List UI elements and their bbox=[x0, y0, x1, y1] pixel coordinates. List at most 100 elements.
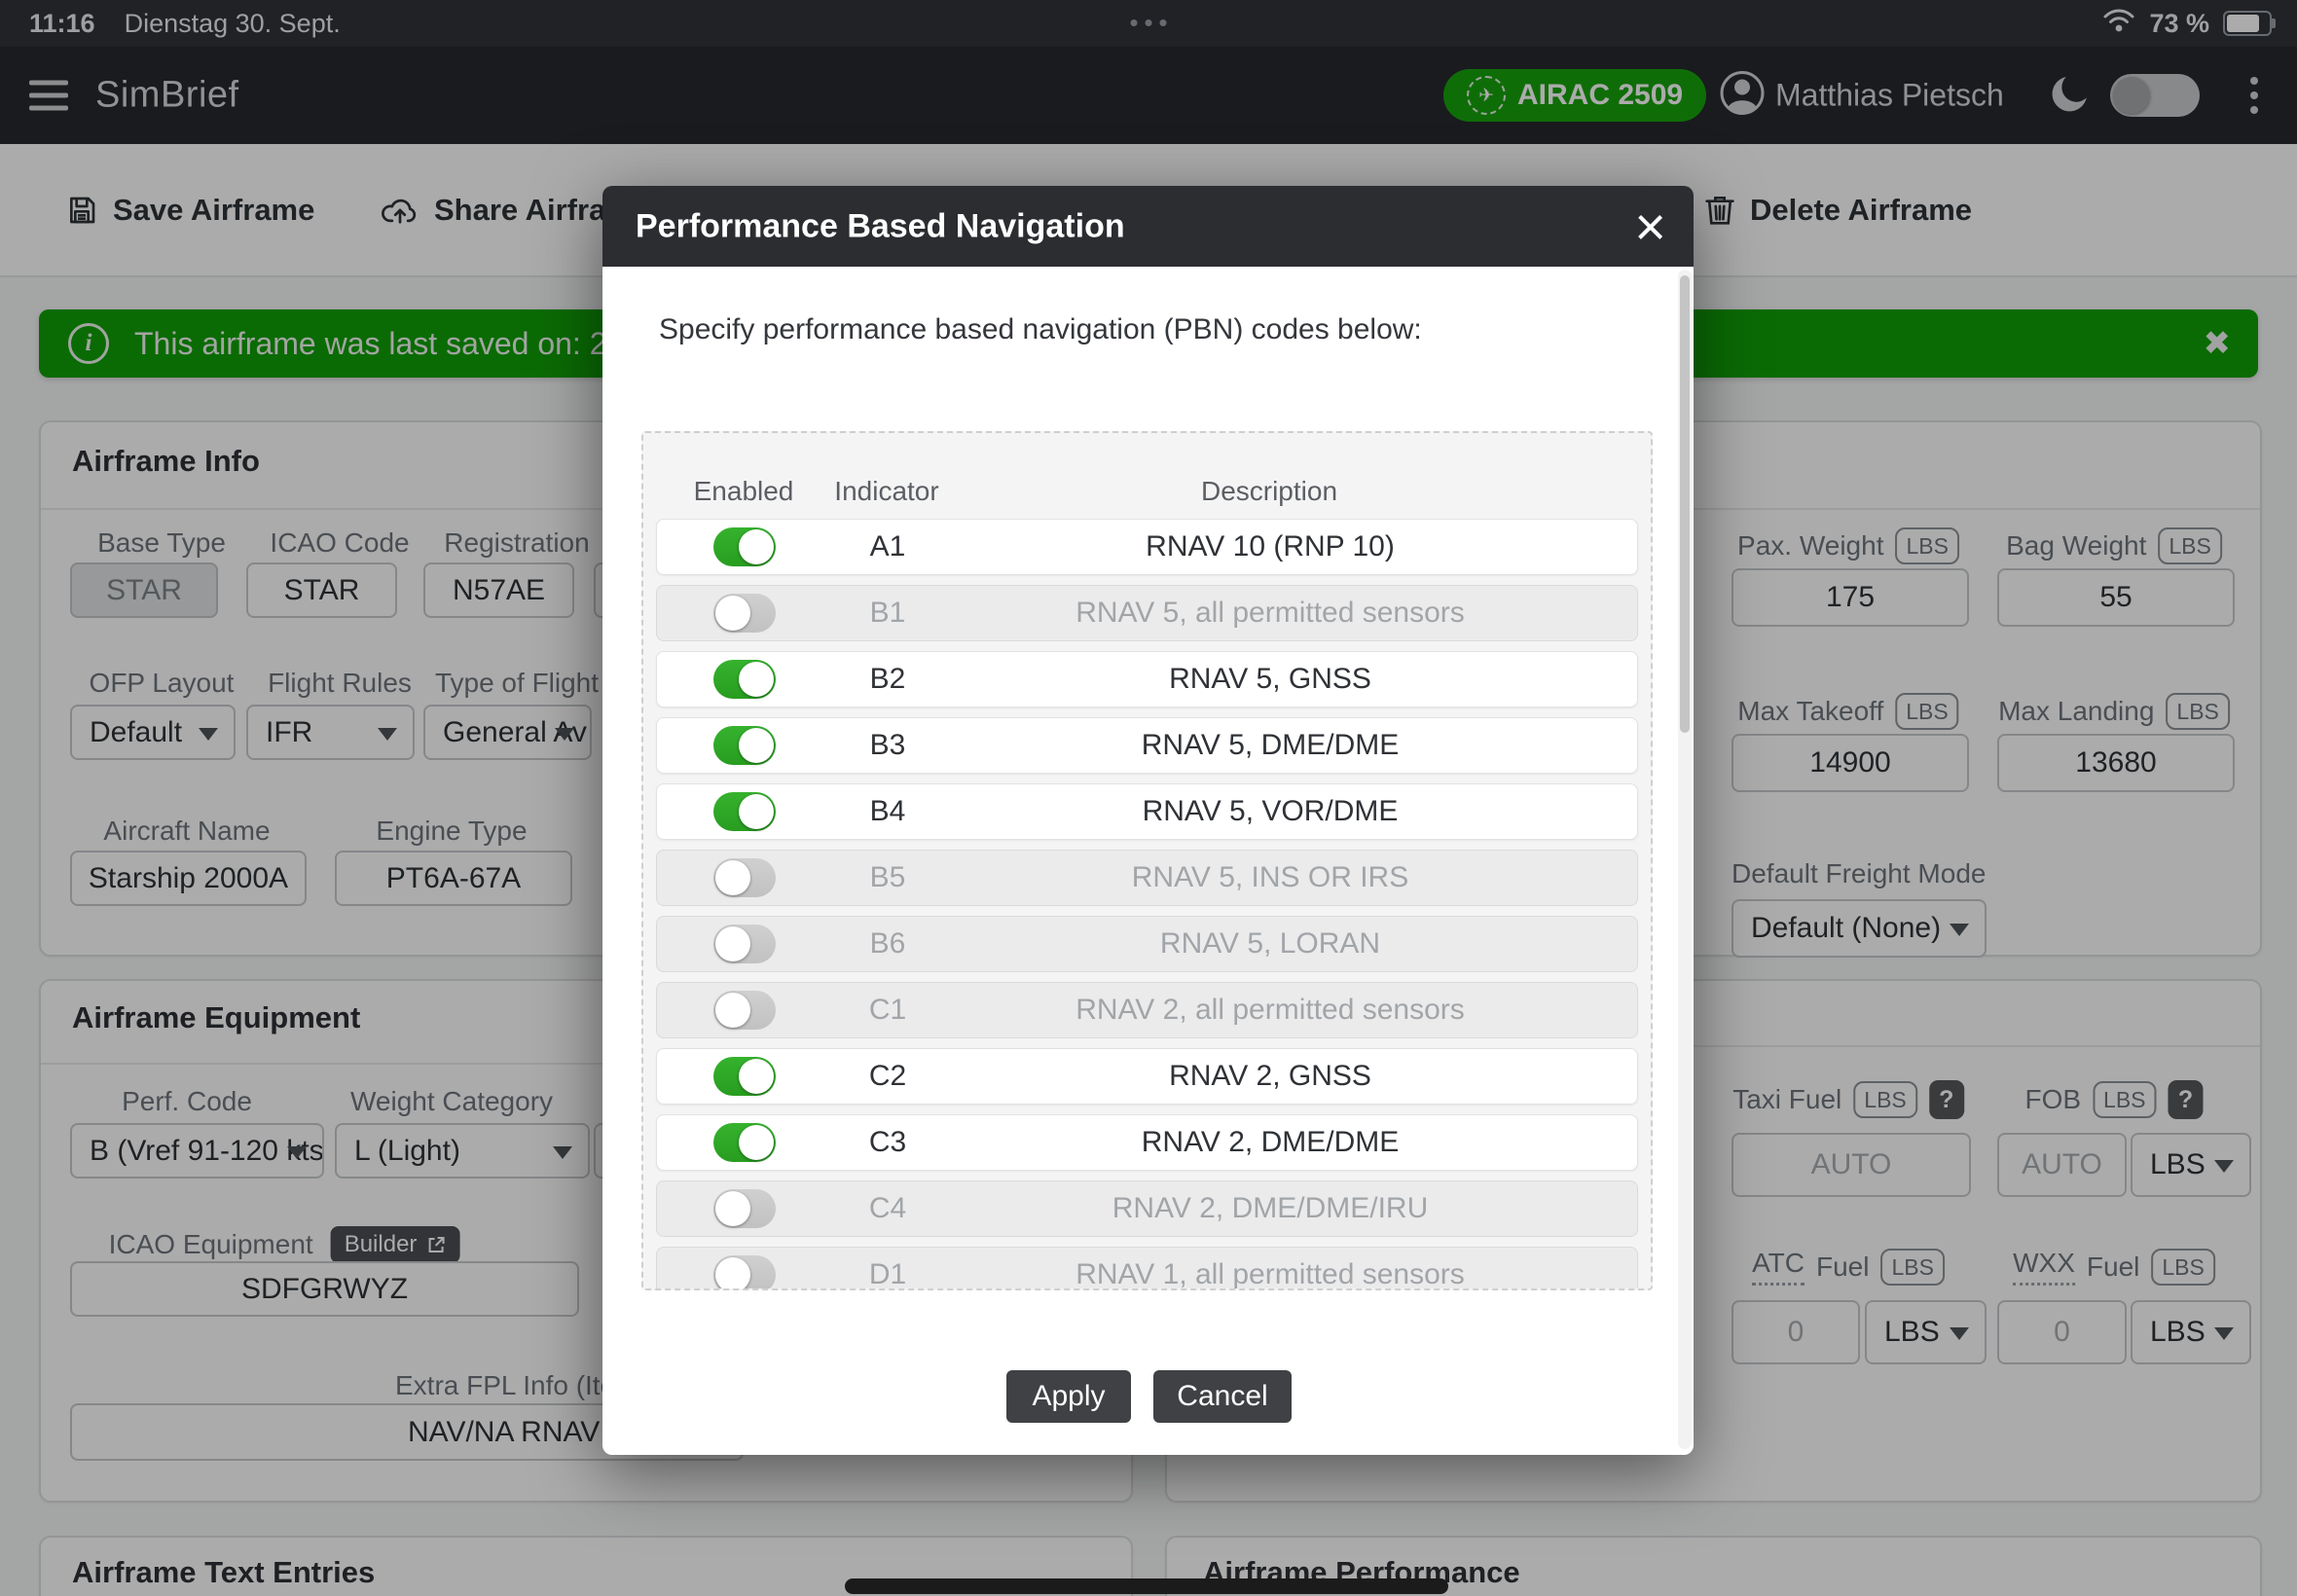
col-enabled: Enabled bbox=[693, 476, 794, 506]
pbn-row: C4 RNAV 2, DME/DME/IRU bbox=[656, 1180, 1638, 1237]
taxi-fuel-field[interactable]: AUTO bbox=[1732, 1133, 1971, 1197]
bag-weight-field[interactable]: 55 bbox=[1997, 568, 2235, 627]
pbn-toggle[interactable] bbox=[713, 1255, 776, 1288]
banner-close-icon[interactable]: ✖ bbox=[2203, 325, 2232, 362]
pbn-toggle[interactable] bbox=[713, 1057, 776, 1096]
weight-category-label: Weight Category bbox=[349, 1086, 554, 1116]
pbn-indicator: C4 bbox=[868, 1192, 907, 1224]
pbn-toggle[interactable] bbox=[713, 726, 776, 765]
fob-help-icon[interactable]: ? bbox=[2168, 1080, 2204, 1119]
multitasking-dots-icon[interactable] bbox=[1130, 19, 1167, 26]
avatar[interactable] bbox=[1719, 70, 1766, 122]
lbs-unit-badge: LBS bbox=[1880, 1248, 1945, 1286]
cloud-upload-icon bbox=[382, 195, 419, 226]
wxx-unit-value: LBS bbox=[2150, 1316, 2206, 1348]
airac-plane-icon: ✈ bbox=[1467, 76, 1506, 115]
pax-weight-field[interactable]: 175 bbox=[1732, 568, 1969, 627]
icao-code-field[interactable]: STAR bbox=[246, 562, 397, 618]
pbn-modal: Performance Based Navigation × Specify p… bbox=[602, 186, 1694, 1455]
icao-code-label: ICAO Code bbox=[270, 527, 410, 558]
external-link-icon bbox=[428, 1237, 445, 1252]
clock: 11:16 bbox=[29, 8, 95, 38]
pbn-toggle[interactable] bbox=[713, 660, 776, 699]
pbn-row: B5 RNAV 5, INS OR IRS bbox=[656, 850, 1638, 906]
trash-icon bbox=[1705, 195, 1734, 226]
max-landing-field[interactable]: 13680 bbox=[1997, 734, 2235, 792]
pbn-toggle[interactable] bbox=[713, 858, 776, 897]
pbn-row: B4 RNAV 5, VOR/DME bbox=[656, 783, 1638, 840]
chevron-down-icon bbox=[378, 727, 397, 741]
icao-equipment-field[interactable]: SDFGRWYZ bbox=[70, 1261, 579, 1317]
pbn-description: RNAV 10 (RNP 10) bbox=[1146, 530, 1395, 562]
taxi-fuel-label: Taxi Fuel LBS ? bbox=[1732, 1080, 1964, 1119]
fob-unit-select[interactable]: LBS bbox=[2131, 1133, 2251, 1197]
home-indicator[interactable] bbox=[845, 1578, 1448, 1594]
wxx-unit-select[interactable]: LBS bbox=[2131, 1300, 2251, 1364]
apply-button[interactable]: Apply bbox=[1006, 1370, 1131, 1423]
airac-badge[interactable]: ✈ AIRAC 2509 bbox=[1443, 69, 1707, 122]
card-title: Airframe Text Entries bbox=[72, 1555, 376, 1589]
pbn-indicator: B1 bbox=[869, 597, 906, 629]
type-of-flight-select[interactable]: General Av bbox=[423, 705, 592, 760]
registration-label: Registration bbox=[444, 527, 590, 558]
freight-mode-select[interactable]: Default (None) bbox=[1732, 899, 1987, 958]
max-takeoff-text: Max Takeoff bbox=[1737, 696, 1884, 726]
pbn-toggle[interactable] bbox=[713, 792, 776, 831]
delete-airframe-button[interactable]: Delete Airframe bbox=[1705, 144, 1972, 275]
save-airframe-button[interactable]: Save Airframe bbox=[66, 144, 314, 275]
weight-category-select[interactable]: L (Light) bbox=[335, 1123, 590, 1179]
perf-code-select[interactable]: B (Vref 91-120 kts bbox=[70, 1123, 324, 1179]
pbn-modal-title: Performance Based Navigation bbox=[636, 207, 1125, 244]
pbn-toggle[interactable] bbox=[713, 1189, 776, 1228]
airframe-text-entries-card: Airframe Text Entries bbox=[39, 1536, 1133, 1596]
close-icon[interactable]: × bbox=[1634, 195, 1666, 257]
col-indicator: Indicator bbox=[834, 476, 939, 506]
pbn-toggle[interactable] bbox=[713, 527, 776, 566]
atc-fuel-field[interactable]: 0 bbox=[1732, 1300, 1860, 1364]
pbn-indicator: B5 bbox=[869, 861, 906, 893]
bag-weight-label: Bag Weight LBS bbox=[2006, 527, 2222, 564]
user-name[interactable]: Matthias Pietsch bbox=[1775, 77, 2004, 113]
chevron-down-icon bbox=[287, 1145, 307, 1159]
pbn-description: RNAV 5, GNSS bbox=[1169, 663, 1371, 695]
max-takeoff-field[interactable]: 14900 bbox=[1732, 734, 1969, 792]
fob-field[interactable]: AUTO bbox=[1997, 1133, 2127, 1197]
pbn-toggle[interactable] bbox=[713, 991, 776, 1030]
lbs-unit-badge: LBS bbox=[2093, 1081, 2157, 1118]
flight-rules-value: IFR bbox=[266, 715, 313, 748]
brand-logo[interactable]: SimBrief bbox=[95, 74, 239, 116]
pbn-toggle[interactable] bbox=[713, 594, 776, 633]
engine-type-field[interactable]: PT6A-67A bbox=[335, 851, 572, 906]
dark-mode-toggle[interactable] bbox=[2110, 74, 2200, 117]
extra-fpl-label: Extra FPL Info (Item bbox=[395, 1370, 638, 1400]
card-title: Airframe Equipment bbox=[72, 1000, 361, 1034]
pbn-row: B1 RNAV 5, all permitted sensors bbox=[656, 585, 1638, 641]
lbs-unit-badge: LBS bbox=[2158, 527, 2222, 564]
flight-rules-label: Flight Rules bbox=[268, 668, 412, 698]
freight-mode-value: Default (None) bbox=[1751, 912, 1942, 944]
banner-text: This airframe was last saved on: 29 Se bbox=[134, 325, 672, 361]
icao-equipment-label: ICAO Equipment bbox=[108, 1229, 313, 1259]
taxi-help-icon[interactable]: ? bbox=[1928, 1080, 1964, 1119]
wxx-fuel-field[interactable]: 0 bbox=[1997, 1300, 2127, 1364]
pbn-description: RNAV 5, VOR/DME bbox=[1142, 795, 1399, 827]
registration-field[interactable]: N57AE bbox=[423, 562, 574, 618]
menu-icon[interactable] bbox=[29, 80, 68, 111]
modal-scrollbar bbox=[1678, 270, 1692, 1449]
wxx-word: Fuel bbox=[2086, 1251, 2140, 1282]
pbn-modal-body: Specify performance based navigation (PB… bbox=[602, 267, 1694, 1455]
pbn-toggle[interactable] bbox=[713, 1123, 776, 1162]
builder-link[interactable]: Builder bbox=[330, 1226, 460, 1263]
cancel-button[interactable]: Cancel bbox=[1153, 1370, 1292, 1423]
aircraft-name-field[interactable]: Starship 2000A bbox=[70, 851, 307, 906]
pbn-description: RNAV 2, DME/DME/IRU bbox=[1112, 1192, 1429, 1224]
atc-unit-select[interactable]: LBS bbox=[1865, 1300, 1987, 1364]
pbn-toggle[interactable] bbox=[713, 925, 776, 963]
ofp-layout-select[interactable]: Default bbox=[70, 705, 236, 760]
flight-rules-select[interactable]: IFR bbox=[246, 705, 415, 760]
atc-abbr: ATC bbox=[1752, 1248, 1805, 1286]
modal-scrollbar-thumb[interactable] bbox=[1680, 275, 1690, 733]
pbn-indicator: B3 bbox=[869, 729, 906, 761]
kebab-menu-icon[interactable] bbox=[2250, 77, 2258, 114]
wxx-abbr: WXX bbox=[2013, 1248, 2075, 1286]
